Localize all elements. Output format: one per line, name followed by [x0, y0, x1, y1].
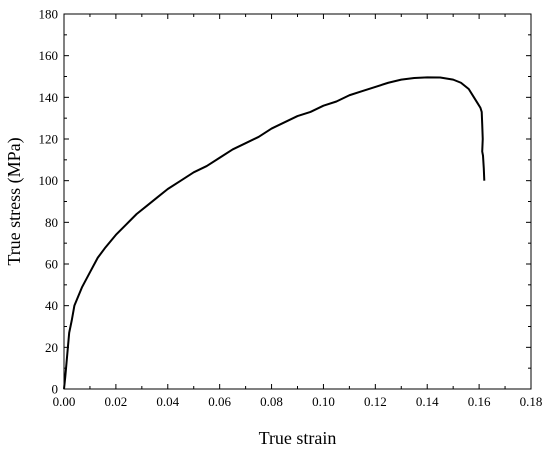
y-axis-title: True stress (MPa) — [4, 137, 25, 265]
stress-strain-curve — [63, 76, 486, 390]
x-tick-label: 0.10 — [312, 394, 335, 409]
y-tick-label: 0 — [52, 382, 59, 397]
y-tick-label: 140 — [39, 90, 59, 105]
y-tick-label: 120 — [39, 132, 59, 147]
x-axis-title: True strain — [259, 428, 337, 448]
y-tick-label: 20 — [45, 340, 58, 355]
y-tick-label: 180 — [39, 7, 59, 22]
x-tick-label: 0.14 — [416, 394, 439, 409]
y-tick-label: 80 — [45, 215, 58, 230]
axis-ticks — [63, 13, 532, 390]
y-tick-label: 40 — [45, 298, 58, 313]
x-tick-label: 0.06 — [208, 394, 231, 409]
x-tick-label: 0.16 — [468, 394, 491, 409]
y-tick-label: 60 — [45, 257, 58, 272]
plot-frame — [63, 13, 532, 390]
x-tick-label: 0.18 — [520, 394, 543, 409]
x-tick-label: 0.08 — [260, 394, 283, 409]
tick-labels: 0.00 0.02 0.04 0.06 0.08 0.10 0.12 0.14 0.16 0.18… — [39, 7, 543, 410]
x-tick-label: 0.00 — [53, 394, 76, 409]
x-tick-label: 0.02 — [105, 394, 128, 409]
x-tick-label: 0.12 — [364, 394, 387, 409]
y-tick-label: 100 — [39, 173, 59, 188]
y-tick-label: 160 — [39, 48, 59, 63]
x-tick-label: 0.04 — [156, 394, 179, 409]
